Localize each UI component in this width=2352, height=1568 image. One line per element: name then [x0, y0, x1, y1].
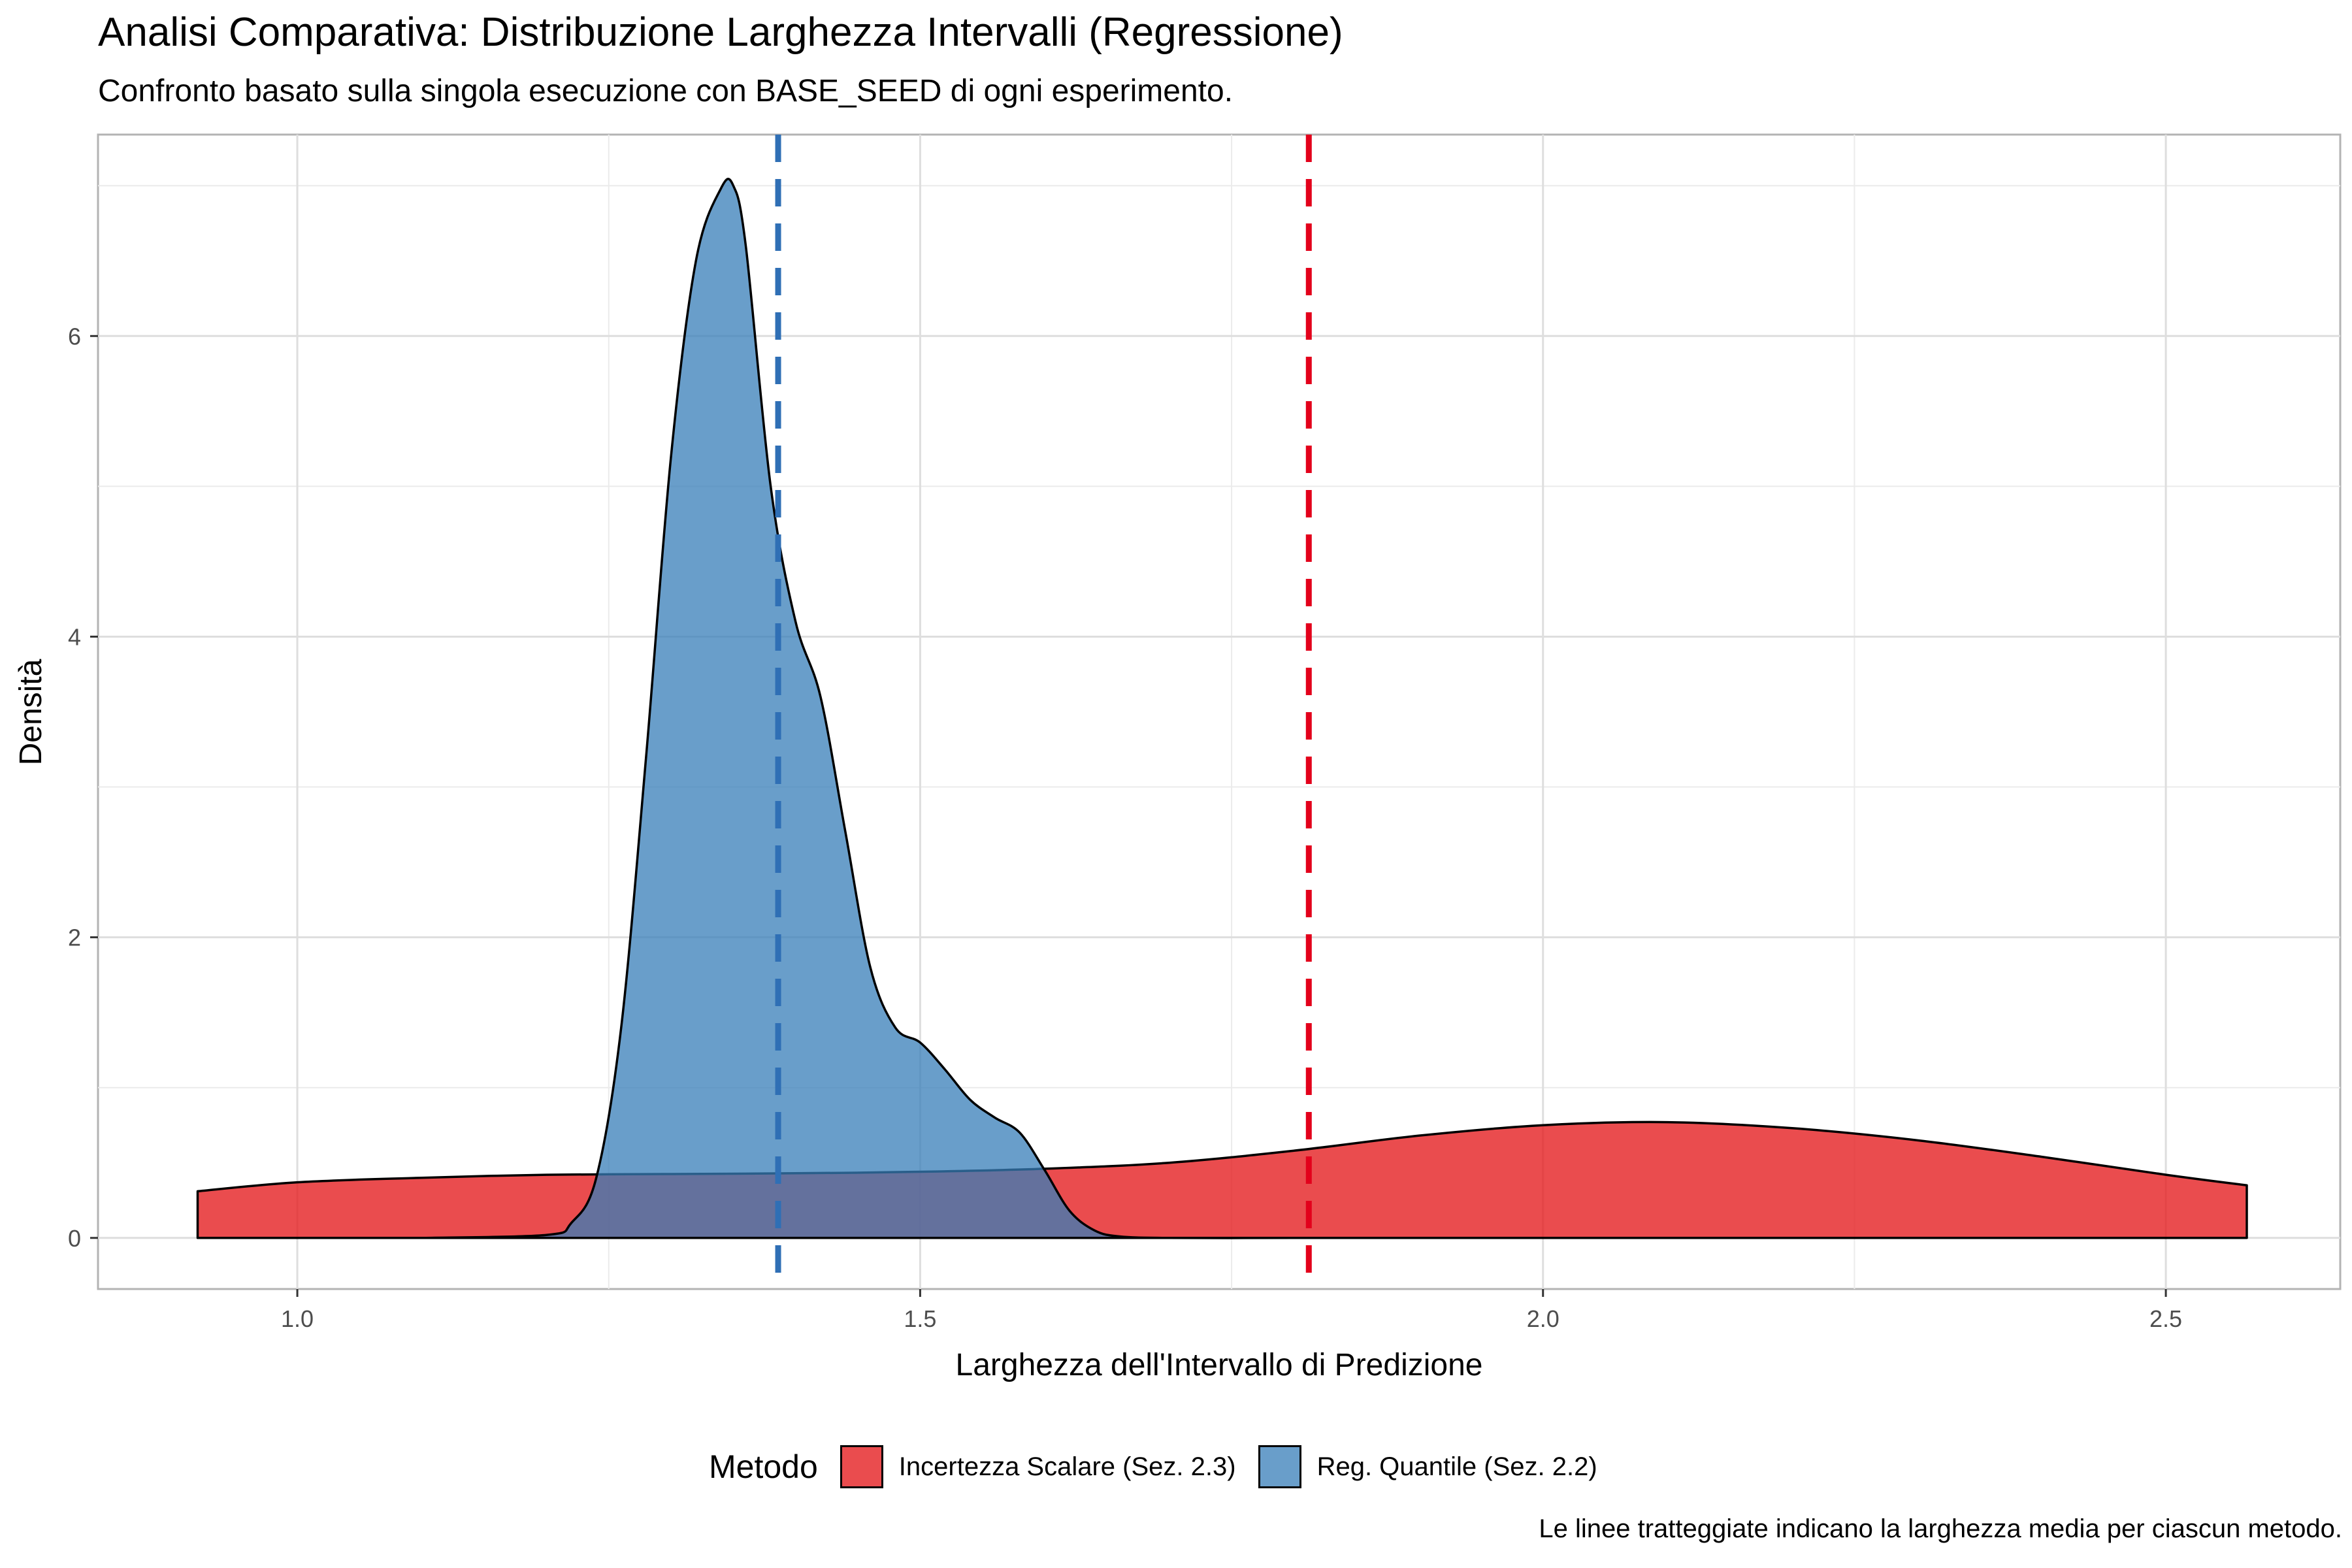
density-area-reg-quantile [420, 178, 1296, 1239]
legend-items: Metodo Incertezza Scalare (Sez. 2.3) Reg… [709, 1437, 1620, 1496]
x-tick-label: 2.5 [2149, 1305, 2182, 1332]
y-axis-title: Densità [14, 659, 48, 765]
legend-label-reg-quantile: Reg. Quantile (Sez. 2.2) [1316, 1452, 1597, 1481]
chart-subtitle: Confronto basato sulla singola esecuzion… [98, 74, 1233, 108]
density-plot: 1.0 1.5 2.0 2.5 0 2 4 6 Larghezza dell'Interva… [14, 133, 2342, 1382]
y-tick-label: 2 [68, 924, 81, 951]
y-tick-label: 6 [68, 323, 81, 350]
y-tick-label: 4 [68, 623, 81, 650]
legend-title: Metodo [709, 1448, 818, 1485]
legend-item-reg-quantile: Reg. Quantile (Sez. 2.2) [1258, 1445, 1597, 1488]
density-areas [196, 178, 2248, 1239]
x-axis-title: Larghezza dell'Intervallo di Predizione [956, 1348, 1483, 1382]
mean-lines [775, 135, 1312, 1289]
plot-panel [97, 133, 2342, 1290]
x-axis-ticks: 1.0 1.5 2.0 2.5 [281, 1289, 2182, 1332]
legend: Metodo Incertezza Scalare (Sez. 2.3) Reg… [0, 1437, 2352, 1496]
legend-label-incertezza-scalare: Incertezza Scalare (Sez. 2.3) [898, 1452, 1236, 1481]
legend-key-reg-quantile [1258, 1445, 1301, 1488]
y-axis-ticks: 0 2 4 6 [68, 323, 98, 1252]
grid-minor [98, 135, 2340, 1289]
x-tick-label: 1.5 [904, 1305, 936, 1332]
legend-key-incertezza-scalare [840, 1445, 883, 1488]
y-tick-label: 0 [68, 1225, 81, 1252]
x-tick-label: 2.0 [1527, 1305, 1560, 1332]
chart-title: Analisi Comparativa: Distribuzione Largh… [98, 10, 1343, 55]
chart-caption: Le linee tratteggiate indicano la larghe… [1539, 1514, 2342, 1543]
x-tick-label: 1.0 [281, 1305, 314, 1332]
legend-item-incertezza-scalare: Incertezza Scalare (Sez. 2.3) [840, 1445, 1236, 1488]
